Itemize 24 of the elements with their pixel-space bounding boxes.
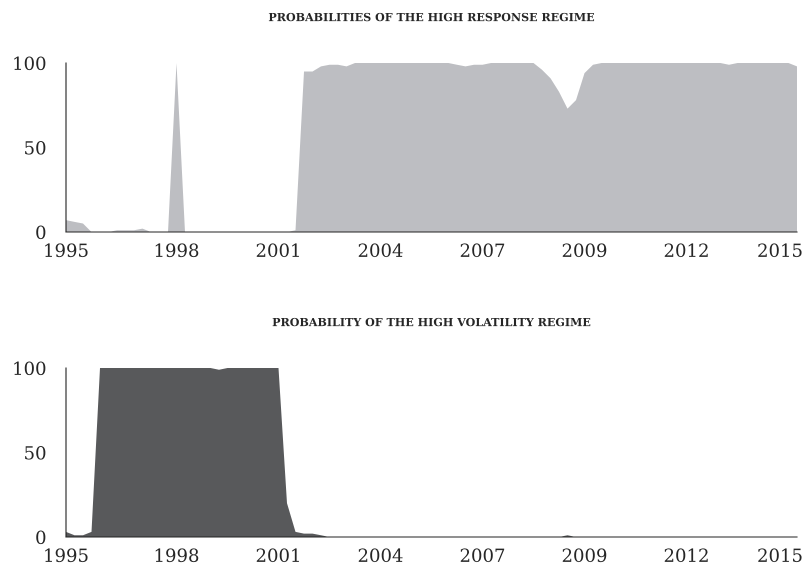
chart-title: PROBABILITIES OF THE HIGH RESPONSE REGIME [268, 12, 594, 22]
x-tick-label: 2015 [758, 548, 802, 562]
x-tick-label: 2015 [758, 243, 802, 258]
x-tick-label: 2004 [358, 548, 403, 562]
x-tick-label: 1998 [156, 548, 198, 562]
x-tick-label: 2012 [664, 548, 708, 562]
chart-title: PROBABILITY OF THE HIGH VOLATILITY REGIME [272, 318, 590, 326]
y-tick-label: 100 [14, 361, 46, 376]
x-tick-label: 1995 [45, 243, 88, 258]
y-tick-label: 50 [25, 446, 46, 460]
x-tick-label: 2009 [562, 243, 606, 258]
x-tick-label: 2009 [562, 548, 606, 562]
y-tick-label: 50 [25, 140, 46, 155]
x-tick-label: 1998 [156, 243, 198, 258]
x-tick-label: 2004 [358, 243, 403, 258]
x-tick-label: 2007 [460, 548, 504, 562]
y-tick-label: 100 [14, 56, 46, 70]
y-tick-label: 0 [36, 530, 46, 544]
x-tick-label: 2012 [664, 243, 708, 258]
y-tick-label: 0 [36, 225, 46, 240]
x-tick-label: 2001 [256, 243, 299, 258]
x-tick-label: 1995 [45, 548, 88, 562]
x-tick-label: 2001 [256, 548, 299, 562]
x-tick-label: 2007 [460, 243, 504, 258]
